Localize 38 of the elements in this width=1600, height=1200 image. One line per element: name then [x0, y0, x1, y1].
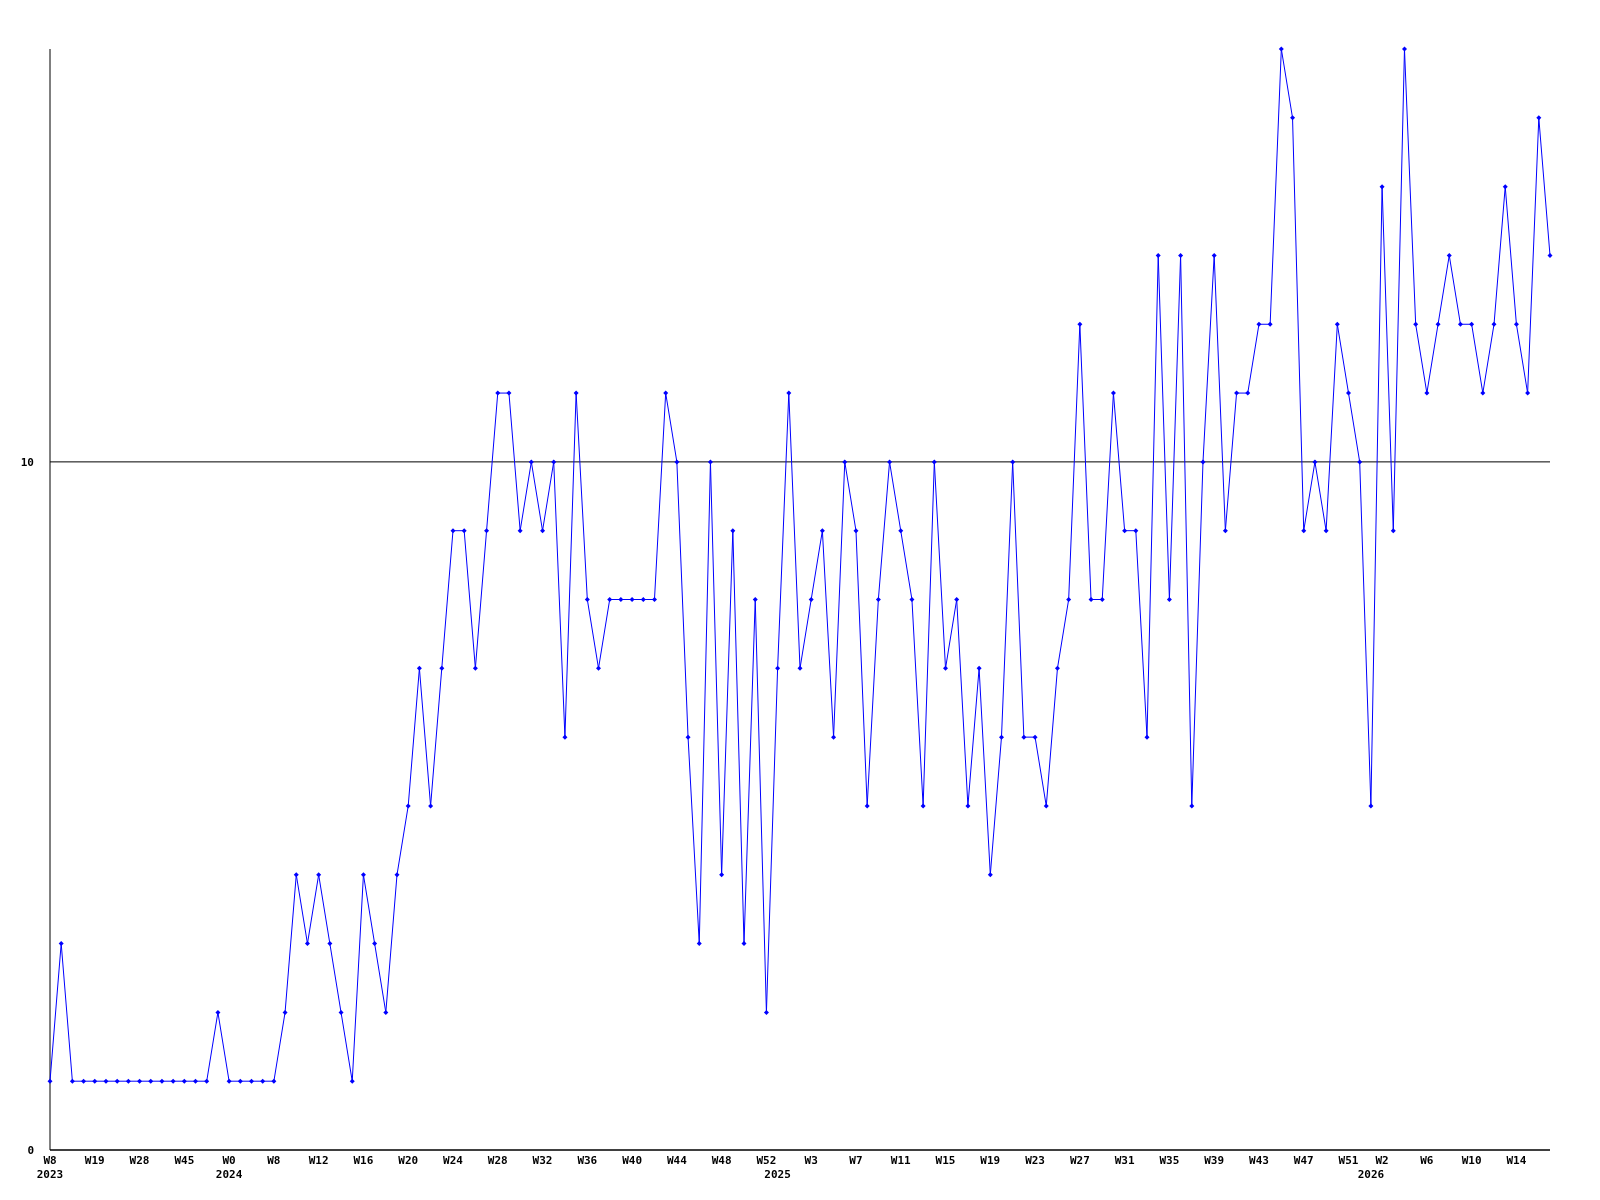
x-tick-label: W15 — [935, 1154, 956, 1167]
x-tick-label: W7 — [849, 1154, 863, 1167]
x-tick-label: W43 — [1249, 1154, 1269, 1167]
x-tick-label: W31 — [1114, 1154, 1135, 1167]
x-tick-label: W3 — [804, 1154, 818, 1167]
y-tick-label: 0 — [27, 1143, 34, 1157]
x-tick-label: W2 — [1375, 1154, 1389, 1167]
x-tick-label: W23 — [1025, 1154, 1046, 1167]
x-tick-label: W20 — [398, 1154, 419, 1167]
x-tick-label: W52 — [756, 1154, 777, 1167]
x-tick-label: W36 — [577, 1154, 598, 1167]
x-tick-label: W32 — [532, 1154, 553, 1167]
x-tick-label: W27 — [1069, 1154, 1090, 1167]
x-tick-label: W12 — [308, 1154, 329, 1167]
x-tick-label: W48 — [711, 1154, 732, 1167]
x-tick-label: W16 — [353, 1154, 374, 1167]
x-tick-label: W0 2024 — [215, 1154, 243, 1181]
x-tick-label: W45 — [174, 1154, 195, 1167]
x-tick-label: 2026 — [1357, 1168, 1385, 1181]
x-tick-label: W39 — [1204, 1154, 1225, 1167]
y-tick-label: 10 — [20, 455, 34, 469]
x-tick-label: W8 — [267, 1154, 281, 1167]
x-tick-label: W47 — [1293, 1154, 1314, 1167]
x-tick-label: W10 — [1461, 1154, 1482, 1167]
x-tick-label: W40 — [622, 1154, 643, 1167]
x-tick-label: W28 — [129, 1154, 150, 1167]
x-tick-label: W19 — [980, 1154, 1001, 1167]
x-tick-label: W24 — [443, 1154, 464, 1167]
x-tick-label: W51 — [1338, 1154, 1359, 1167]
x-tick-label: W11 — [890, 1154, 912, 1167]
x-tick-label: 2025 — [764, 1168, 791, 1181]
x-tick-label: W35 — [1159, 1154, 1180, 1167]
x-tick-label: W6 — [1420, 1154, 1434, 1167]
x-tick-label: W8 2023 — [36, 1154, 64, 1181]
x-tick-label: W28 — [487, 1154, 508, 1167]
x-tick-label: W19 — [84, 1154, 105, 1167]
x-tick-label: W44 — [666, 1154, 688, 1167]
x-tick-label: W14 — [1506, 1154, 1527, 1167]
